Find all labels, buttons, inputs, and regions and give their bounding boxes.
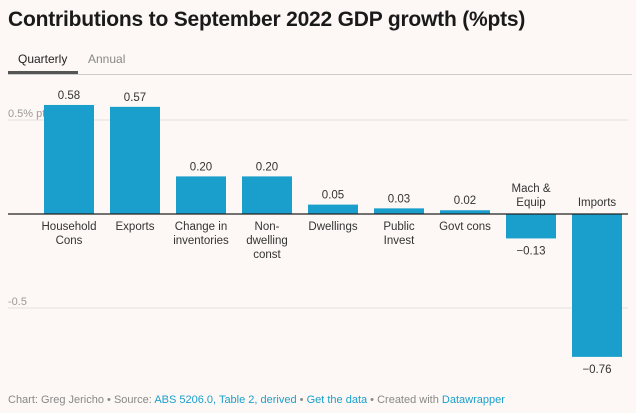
category-label: dwelling bbox=[246, 235, 288, 247]
category-label: Imports bbox=[578, 197, 617, 209]
category-label: Mach & bbox=[512, 183, 551, 195]
get-data-link[interactable]: Get the data bbox=[306, 394, 368, 406]
bar bbox=[110, 106, 160, 214]
footer-credits: Chart: Greg Jericho • Source: ABS 5206.0… bbox=[8, 394, 505, 406]
category-label: inventories bbox=[173, 235, 229, 247]
bar bbox=[572, 214, 622, 357]
category-label: Cons bbox=[56, 235, 83, 247]
tab-annual[interactable]: Annual bbox=[88, 52, 126, 66]
category-label: Household bbox=[42, 221, 97, 233]
bar bbox=[176, 176, 226, 214]
chart-title: Contributions to September 2022 GDP grow… bbox=[8, 8, 526, 31]
y-tick-label: 0.5% pts bbox=[8, 108, 51, 120]
category-label: Invest bbox=[384, 235, 415, 247]
bar bbox=[440, 210, 490, 214]
footer-sep: • bbox=[296, 394, 307, 406]
value-label: 0.02 bbox=[454, 195, 476, 207]
bar-chart: 0.5% pts -0.5 0.58 Household Cons 0.57 Exports… bbox=[8, 90, 628, 376]
category-label: Govt cons bbox=[439, 221, 491, 233]
bar bbox=[44, 104, 94, 214]
category-label: const bbox=[253, 249, 281, 261]
tab-quarterly[interactable]: Quarterly bbox=[18, 52, 68, 66]
y-tick-label: -0.5 bbox=[8, 296, 27, 308]
source-link[interactable]: ABS 5206.0, Table 2, derived bbox=[154, 394, 297, 406]
category-label: Equip bbox=[516, 197, 545, 209]
value-label: −0.13 bbox=[516, 245, 545, 257]
value-label: 0.58 bbox=[58, 90, 80, 102]
value-label: 0.57 bbox=[124, 92, 146, 104]
bar bbox=[506, 214, 556, 239]
value-label: 0.03 bbox=[388, 193, 410, 205]
category-label: Non- bbox=[255, 221, 280, 233]
active-tab-indicator bbox=[8, 71, 78, 74]
category-label: Public bbox=[383, 221, 415, 233]
bar bbox=[374, 208, 424, 214]
bar bbox=[308, 204, 358, 214]
datawrapper-link[interactable]: Datawrapper bbox=[441, 394, 505, 406]
category-label: Dwellings bbox=[308, 221, 357, 233]
bar bbox=[242, 176, 292, 214]
value-label: −0.76 bbox=[582, 364, 611, 376]
category-label: Exports bbox=[116, 221, 155, 233]
category-label: Change in bbox=[175, 221, 227, 233]
value-label: 0.20 bbox=[190, 161, 212, 173]
tab-bar: Quarterly Annual bbox=[8, 50, 632, 75]
footer-created: • Created with bbox=[367, 394, 442, 406]
footer-prefix: Chart: Greg Jericho • Source: bbox=[8, 394, 155, 406]
value-label: 0.20 bbox=[256, 161, 278, 173]
value-label: 0.05 bbox=[322, 190, 344, 202]
